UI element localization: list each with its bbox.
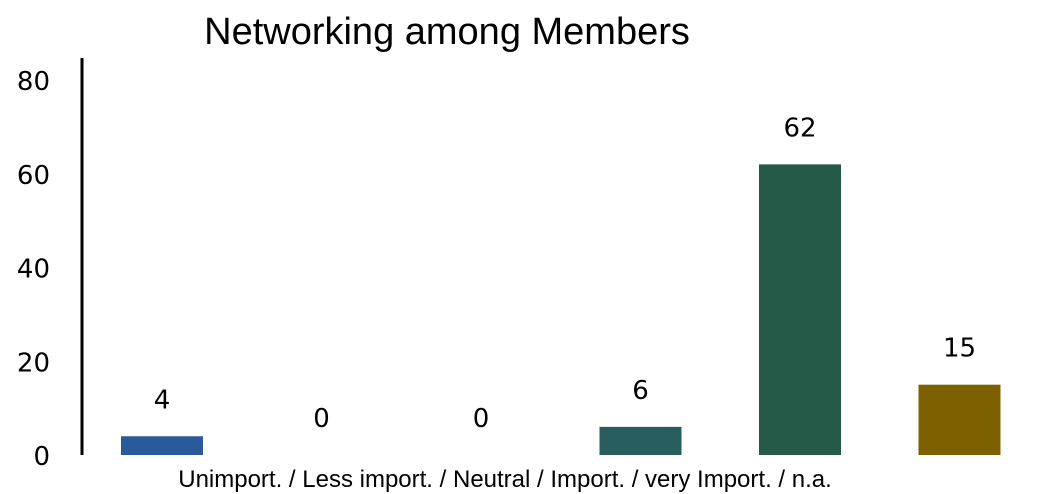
bar <box>599 426 682 455</box>
y-tick-label: 60 <box>17 161 50 191</box>
data-label: 4 <box>154 385 171 415</box>
y-tick-label: 20 <box>17 348 50 378</box>
data-label: 15 <box>943 334 976 364</box>
y-tick-label: 0 <box>33 442 50 472</box>
y-axis-ticks: 0 20 40 60 80 <box>17 67 50 472</box>
bar <box>918 384 1001 455</box>
data-labels-group: 4 0 0 6 62 15 <box>154 113 976 434</box>
x-axis-label: Unimport. / Less import. / Neutral / Imp… <box>178 466 832 493</box>
data-label: 0 <box>473 404 490 434</box>
chart-title: Networking among Members <box>204 11 690 53</box>
y-tick-label: 80 <box>17 67 50 97</box>
bar <box>759 164 841 455</box>
bar <box>121 436 203 455</box>
data-label: 62 <box>783 113 816 143</box>
y-tick-label: 40 <box>17 255 50 285</box>
data-label: 6 <box>632 376 649 406</box>
data-label: 0 <box>313 404 330 434</box>
bars-group <box>121 164 1001 455</box>
